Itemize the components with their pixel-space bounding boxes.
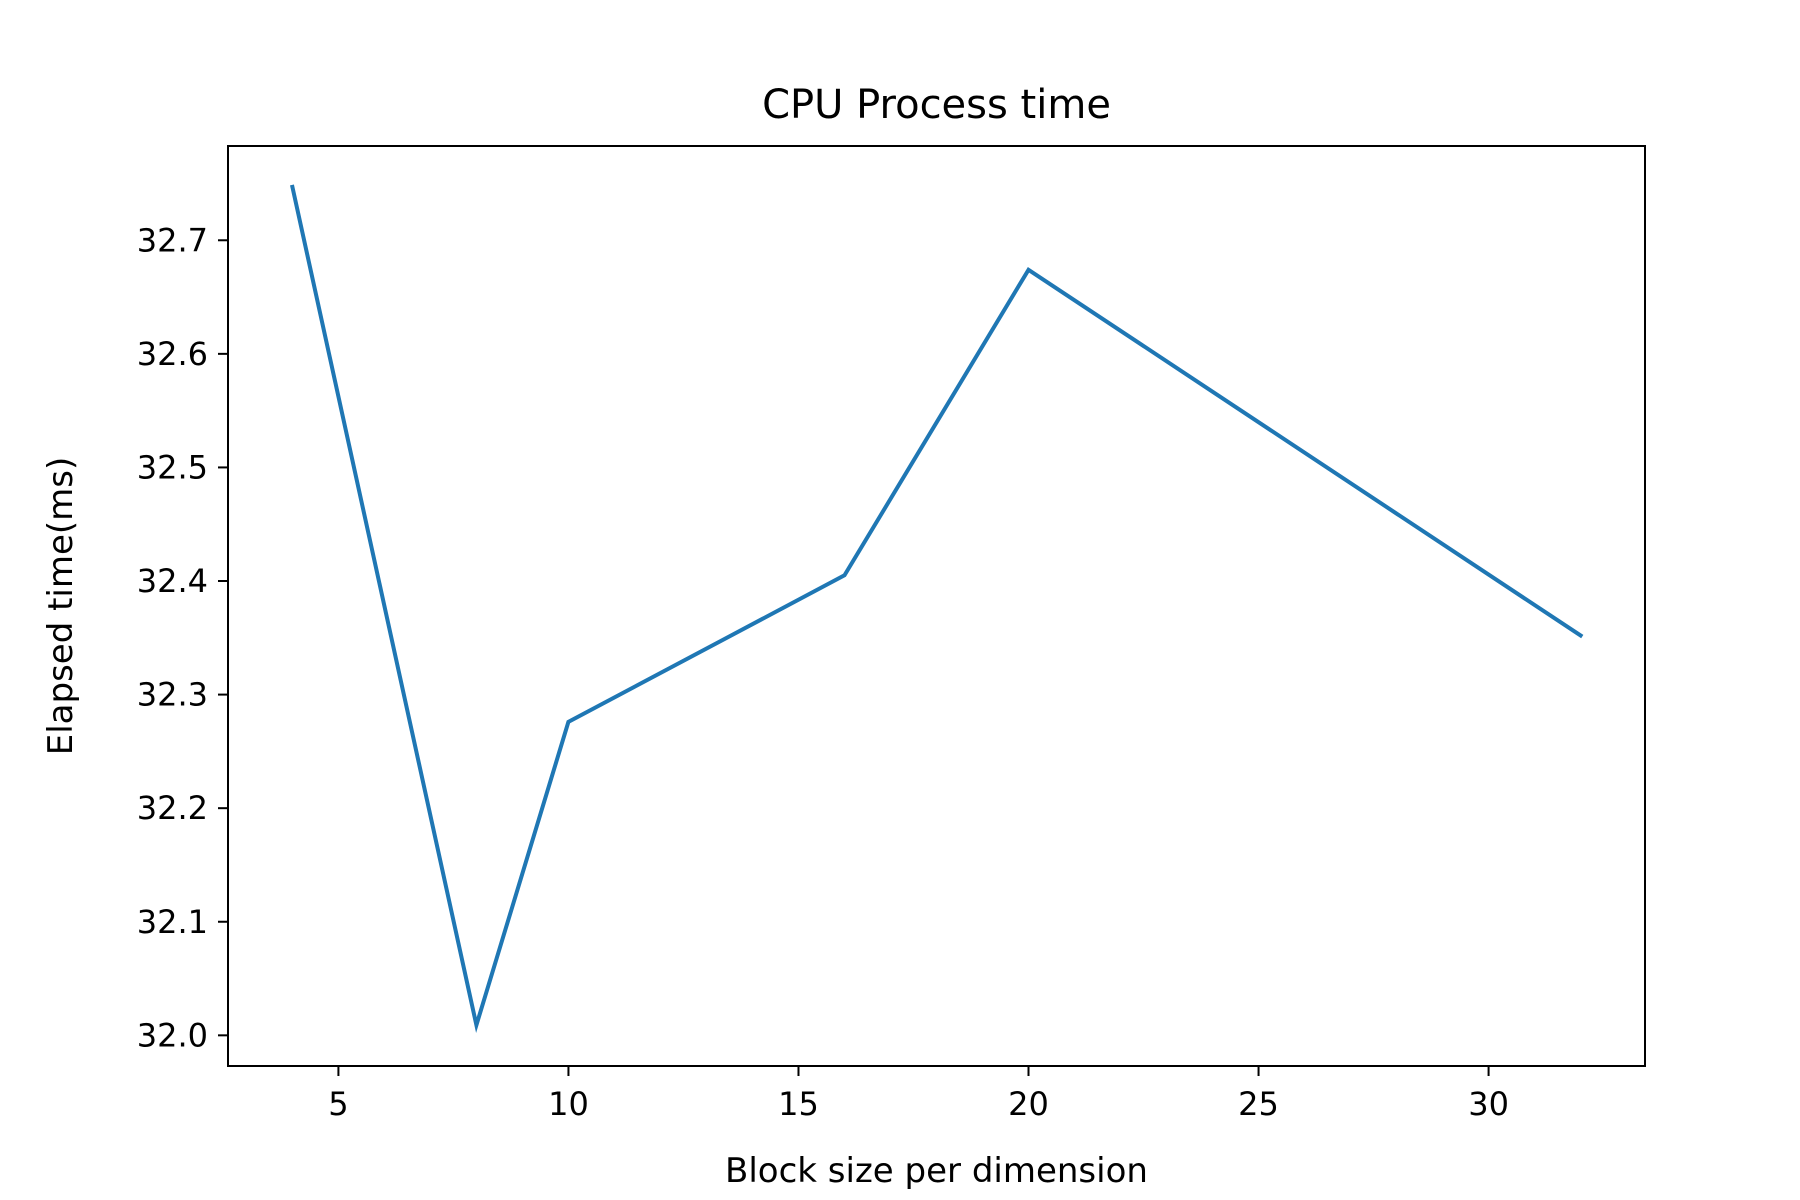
series-layer — [290, 184, 1584, 1034]
plot-frame — [227, 145, 1646, 1067]
x-tick-label: 10 — [548, 1085, 589, 1123]
y-tick-label: 32.1 — [137, 903, 208, 941]
y-tick-label: 32.6 — [137, 335, 208, 373]
x-tick-label: 25 — [1238, 1085, 1279, 1123]
x-axis-label: Block size per dimension — [725, 1151, 1148, 1191]
chart-title: CPU Process time — [762, 82, 1111, 128]
y-axis-ticks: 32.0 32.1 32.2 32.3 32.4 32.5 32.6 32.7 — [137, 221, 228, 1054]
y-tick-label: 32.5 — [137, 448, 208, 486]
y-tick-label: 32.7 — [137, 221, 208, 259]
y-axis-label: Elapsed time(ms) — [41, 457, 81, 756]
y-tick-label: 32.4 — [137, 562, 208, 600]
x-tick-label: 20 — [1008, 1085, 1049, 1123]
x-tick-label: 30 — [1468, 1085, 1509, 1123]
series-line-0 — [290, 184, 1584, 1034]
x-tick-label: 15 — [778, 1085, 819, 1123]
x-axis-ticks: 5 10 15 20 25 30 — [328, 1066, 1509, 1123]
x-tick-label: 5 — [328, 1085, 348, 1123]
y-tick-label: 32.3 — [137, 676, 208, 714]
y-tick-label: 32.0 — [137, 1016, 208, 1054]
y-tick-label: 32.2 — [137, 789, 208, 827]
